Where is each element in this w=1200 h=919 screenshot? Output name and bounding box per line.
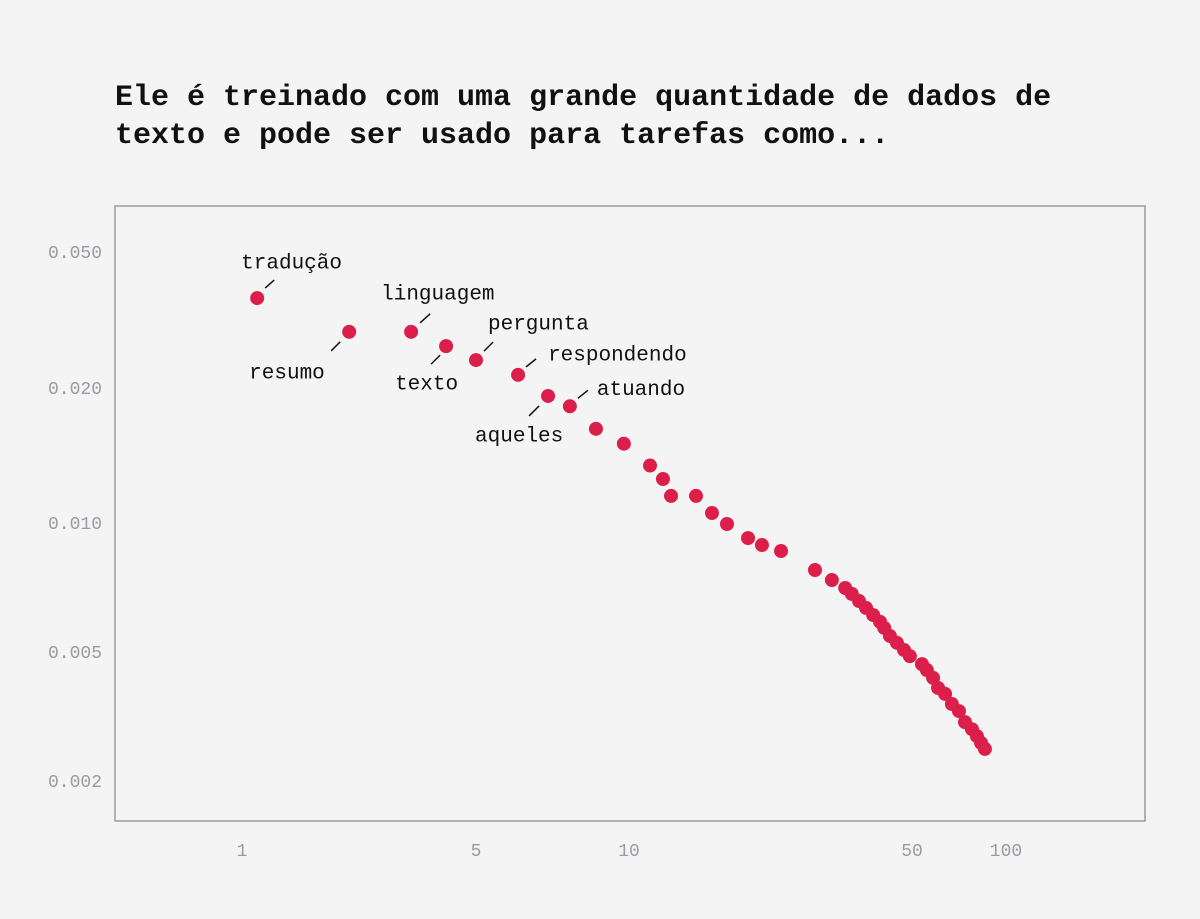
leader-line <box>330 341 341 352</box>
point <box>774 543 789 558</box>
point <box>404 324 419 339</box>
x-tick-label: 1 <box>237 842 248 862</box>
point <box>342 324 357 339</box>
point-label: resumo <box>249 362 325 385</box>
point <box>938 686 953 701</box>
y-tick-label: 0.020 <box>48 380 102 400</box>
point <box>951 704 966 719</box>
point-label: pergunta <box>488 314 589 337</box>
point <box>250 291 265 306</box>
x-tick-label: 100 <box>990 842 1022 862</box>
y-tick-label: 0.005 <box>48 644 102 664</box>
leader-line <box>525 358 537 368</box>
point-label: atuando <box>597 379 685 402</box>
chart-title: texto e pode ser usado para tarefas como… <box>115 119 889 153</box>
plot-frame <box>114 205 1146 822</box>
point <box>807 563 822 578</box>
point <box>616 436 631 451</box>
y-tick-label: 0.050 <box>48 244 102 264</box>
point <box>469 353 483 368</box>
point-label: linguagem <box>381 283 494 306</box>
leader-line <box>528 405 540 417</box>
point <box>664 488 679 503</box>
leader-line <box>483 341 494 352</box>
point <box>511 367 526 382</box>
y-tick-label: 0.002 <box>48 773 102 793</box>
x-tick-label: 50 <box>901 842 923 862</box>
point-label: aqueles <box>475 425 563 448</box>
leader-line <box>430 354 441 365</box>
point <box>977 741 992 756</box>
point <box>643 458 658 473</box>
point-label: respondendo <box>548 344 687 367</box>
point <box>902 649 917 664</box>
leader-line <box>419 313 431 324</box>
point <box>655 471 670 486</box>
point <box>704 506 719 521</box>
point <box>754 538 769 553</box>
point <box>824 573 839 588</box>
point <box>689 488 704 503</box>
point-label: texto <box>395 374 458 397</box>
chart-title: Ele é treinado com uma grande quantidade… <box>115 81 1051 115</box>
point <box>541 388 556 403</box>
leader-line <box>264 279 275 289</box>
point <box>741 531 756 546</box>
leader-line <box>577 389 589 399</box>
point-label: tradução <box>241 253 342 276</box>
point <box>439 339 454 354</box>
x-tick-label: 10 <box>618 842 640 862</box>
point <box>719 517 734 531</box>
x-tick-label: 5 <box>471 842 482 862</box>
y-tick-label: 0.010 <box>48 515 102 535</box>
point <box>562 399 577 414</box>
point <box>588 421 603 436</box>
